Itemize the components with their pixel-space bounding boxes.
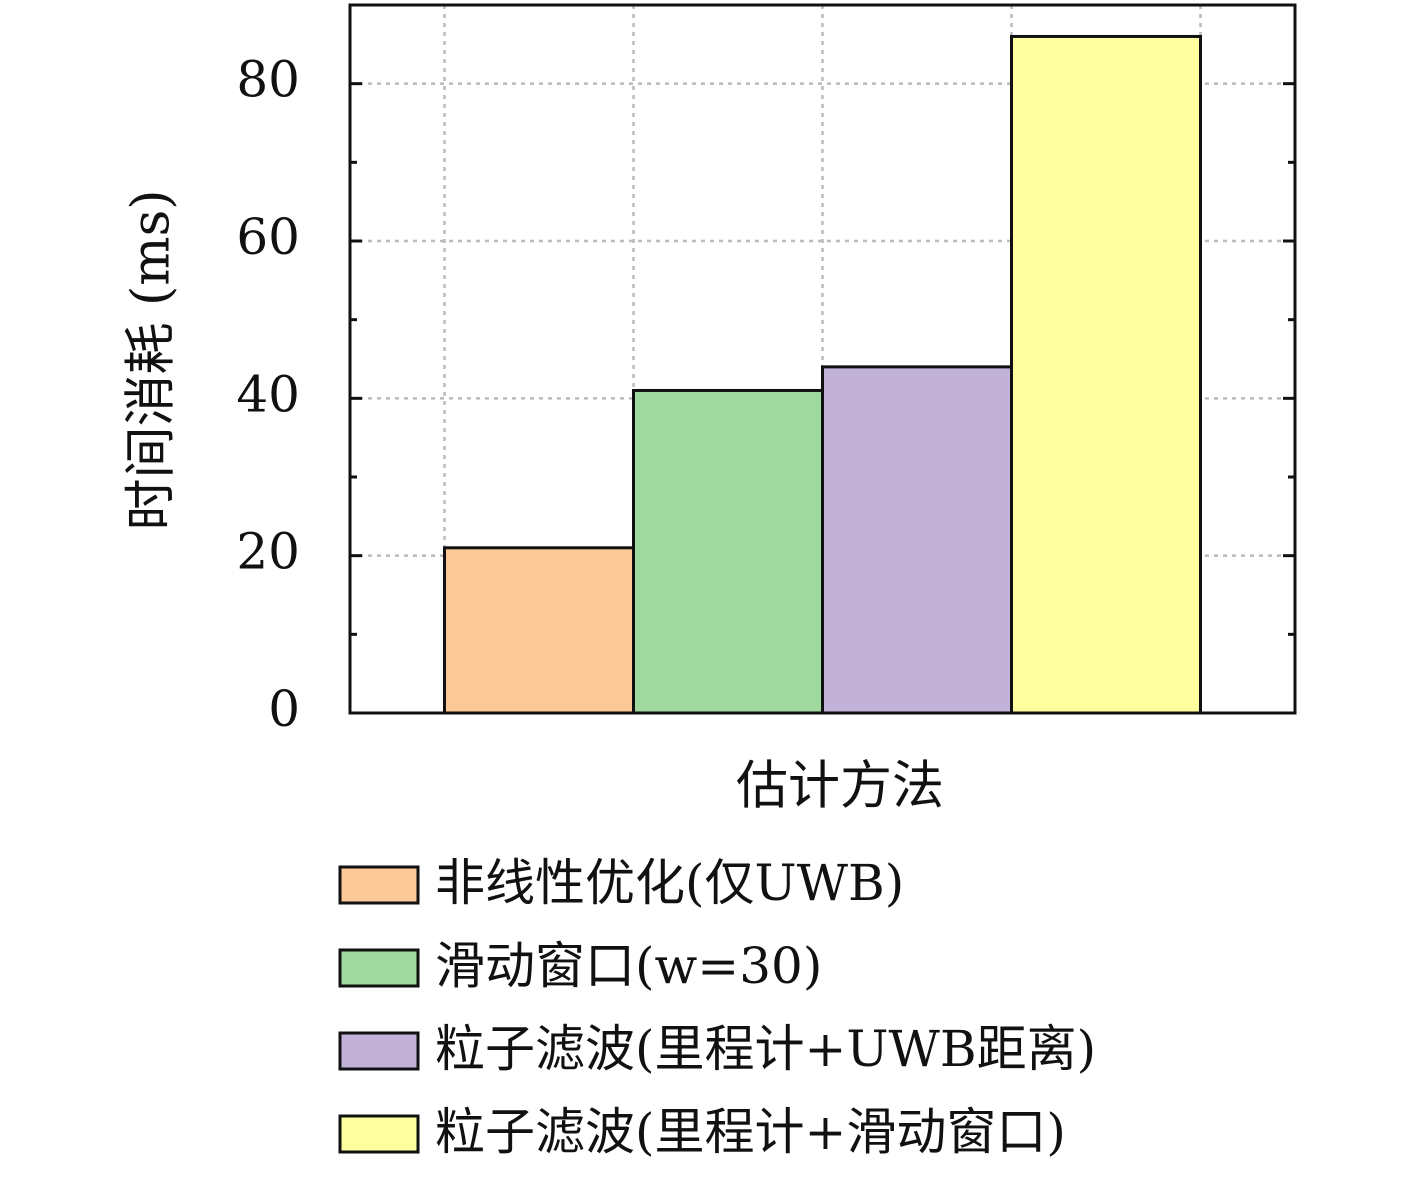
bar <box>632 388 824 715</box>
bar <box>821 365 1013 715</box>
y-tick-label: 0 <box>268 680 300 738</box>
legend-swatch <box>338 948 420 988</box>
y-tick-label: 80 <box>236 51 300 109</box>
y-tick-label: 60 <box>236 208 300 266</box>
bar <box>443 546 635 715</box>
y-axis-label: 时间消耗 (ms) <box>122 189 182 530</box>
y-tick-label: 20 <box>236 523 300 581</box>
bar <box>1010 34 1202 715</box>
legend-label: 滑动窗口(w=30) <box>435 937 822 995</box>
legend-swatch <box>338 1031 420 1071</box>
plot-frame <box>348 3 1297 715</box>
legend-label: 粒子滤波(里程计+滑动窗口) <box>435 1103 1066 1161</box>
legend-swatch <box>338 865 420 905</box>
legend-label: 非线性优化(仅UWB) <box>435 854 904 912</box>
x-axis-label: 估计方法 <box>736 757 944 817</box>
y-tick-label: 40 <box>236 365 300 423</box>
legend-label: 粒子滤波(里程计+UWB距离) <box>435 1020 1096 1078</box>
legend-swatch <box>338 1114 420 1154</box>
